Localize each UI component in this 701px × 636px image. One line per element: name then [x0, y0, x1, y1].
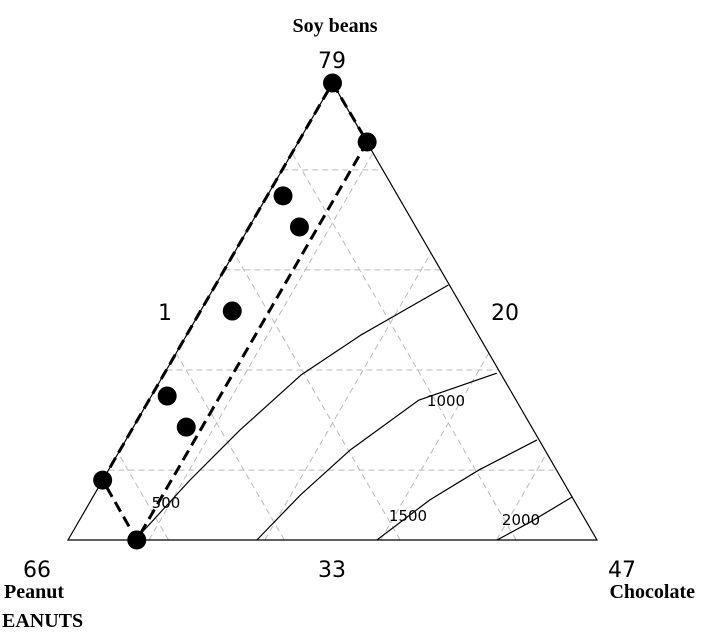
side-value: 1 [158, 301, 172, 326]
design-point [157, 386, 177, 406]
apex-label: Soy beans [292, 15, 377, 37]
corner-label: Chocolate [609, 581, 695, 603]
corner-value: 66 [23, 558, 51, 583]
grid-line [233, 252, 401, 541]
design-point [323, 73, 342, 93]
grid-line [148, 152, 374, 541]
grid-line [117, 452, 169, 541]
grid-line [380, 352, 490, 541]
design-point [289, 217, 309, 237]
grid-line [496, 452, 548, 541]
design-point [176, 417, 196, 437]
contour-label: 1000 [427, 392, 465, 410]
design-point [222, 301, 242, 321]
grid-line [291, 152, 517, 541]
corner-label: EANUTS [2, 610, 83, 632]
contour-label: 500 [152, 494, 181, 512]
design-point [357, 132, 377, 152]
contour-label: 2000 [502, 511, 540, 529]
apex-value: 79 [318, 49, 346, 74]
contour-line [256, 372, 497, 541]
corner-value: 33 [318, 558, 346, 583]
design-point [127, 530, 147, 550]
contour-line [139, 284, 449, 536]
grid-line [175, 352, 285, 541]
grid-line [264, 252, 432, 541]
side-value: 20 [491, 301, 519, 326]
corner-value: 47 [608, 558, 636, 583]
design-point [93, 470, 113, 490]
contour-label: 1500 [389, 507, 427, 525]
design-point [273, 186, 293, 206]
contour-line [376, 439, 538, 541]
contour-line [496, 496, 573, 541]
corner-label: Peanut [4, 581, 64, 603]
